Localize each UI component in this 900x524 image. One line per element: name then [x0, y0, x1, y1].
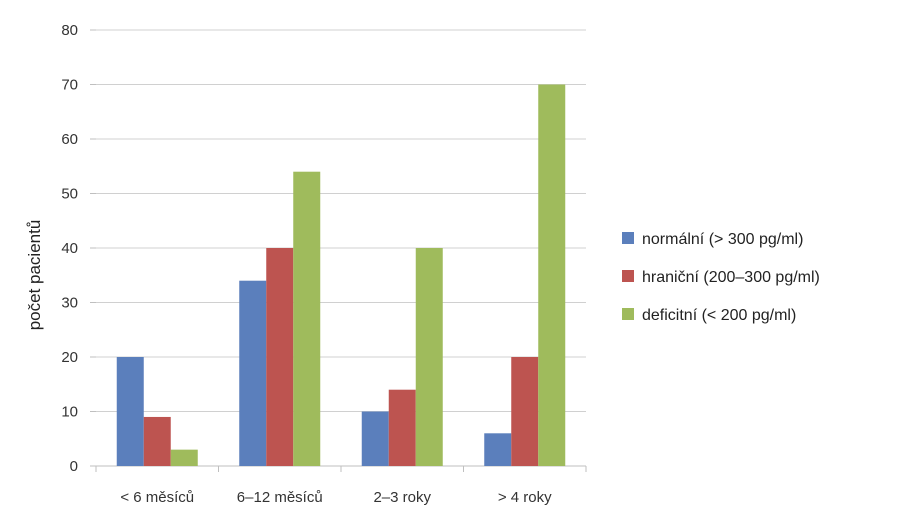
x-axis-ticks: < 6 měsíců 6–12 měsíců 2–3 roky > 4 roky	[95, 466, 587, 506]
bar	[143, 416, 171, 466]
bars	[116, 84, 566, 466]
y-tick-label: 10	[61, 404, 78, 421]
y-tick-label: 60	[61, 131, 78, 148]
legend-swatch	[622, 232, 634, 244]
bar	[415, 248, 443, 466]
x-tick-label: 2–3 roky	[373, 489, 431, 506]
y-tick-label: 80	[61, 22, 78, 39]
bar	[361, 411, 389, 466]
bar	[538, 84, 566, 466]
bar	[170, 449, 198, 466]
bar	[239, 280, 267, 466]
legend-label: hraniční (200–300 pg/ml)	[642, 269, 820, 286]
legend-swatch	[622, 308, 634, 320]
y-tick-label: 0	[70, 458, 78, 475]
bar	[266, 248, 294, 466]
legend: normální (> 300 pg/ml) hraniční (200–300 …	[622, 231, 820, 324]
legend-label: deficitní (< 200 pg/ml)	[642, 307, 796, 324]
bar	[116, 357, 144, 466]
y-axis-ticks: 0 10 20 30 40 50 60 70 80	[61, 22, 96, 475]
y-tick-label: 30	[61, 295, 78, 312]
gridlines	[96, 29, 586, 412]
bar	[484, 433, 512, 466]
x-tick-label: 6–12 měsíců	[237, 489, 323, 506]
legend-label: normální (> 300 pg/ml)	[642, 231, 803, 248]
y-tick-label: 50	[61, 186, 78, 203]
y-tick-label: 70	[61, 77, 78, 94]
bar	[388, 389, 416, 466]
y-axis-title: počet pacientů	[25, 220, 44, 331]
bar	[511, 357, 539, 466]
legend-swatch	[622, 270, 634, 282]
y-tick-label: 20	[61, 349, 78, 366]
x-tick-label: < 6 měsíců	[120, 489, 194, 506]
bar	[293, 171, 321, 466]
x-tick-label: > 4 roky	[498, 489, 552, 506]
y-tick-label: 40	[61, 240, 78, 257]
